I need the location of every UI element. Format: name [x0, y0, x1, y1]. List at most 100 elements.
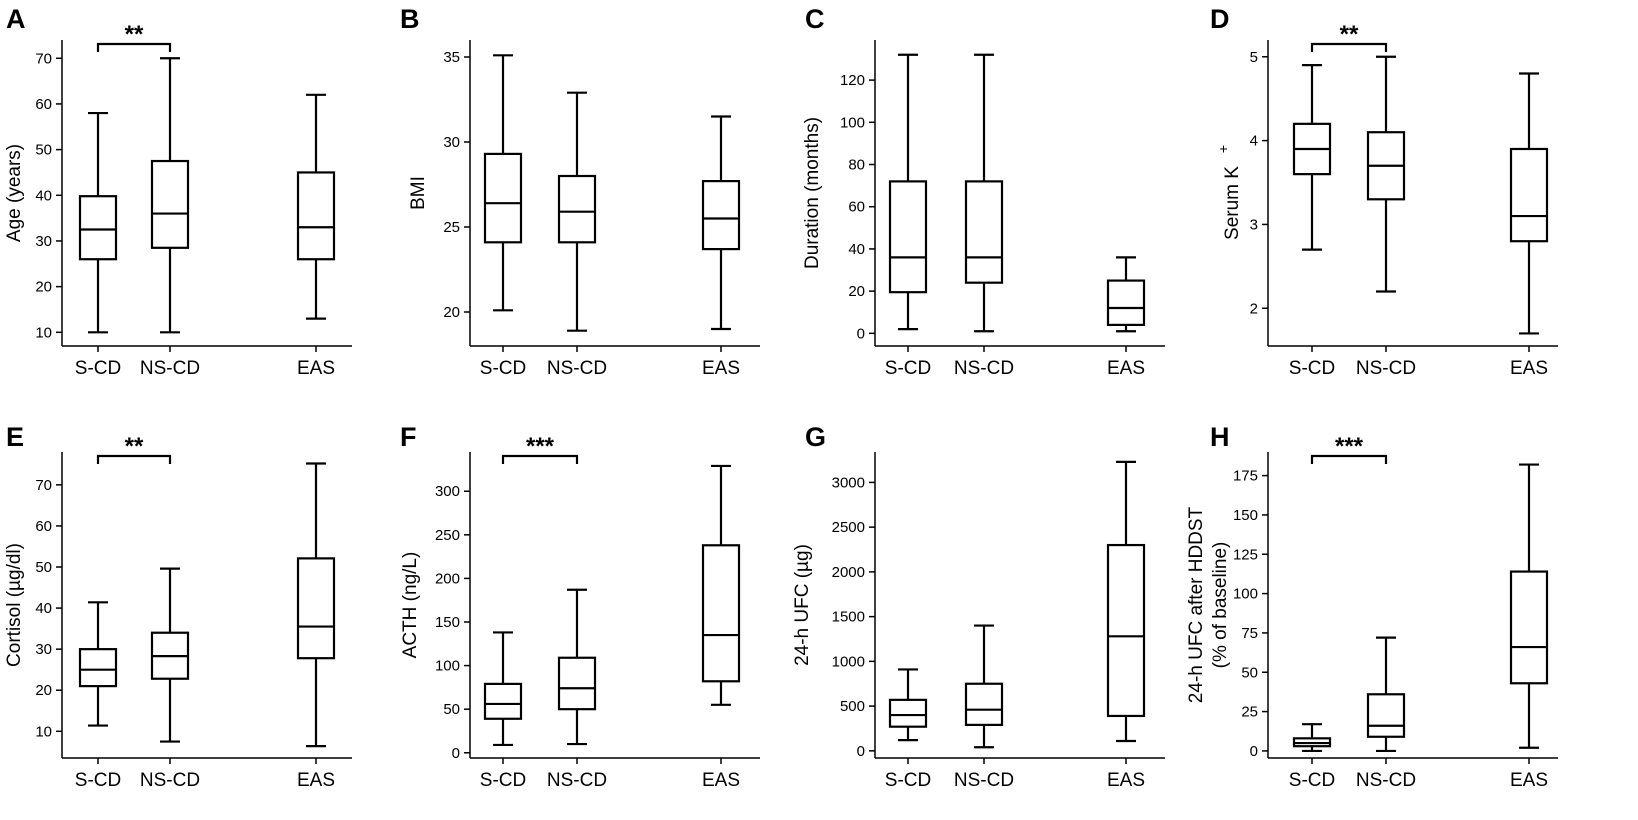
y-axis-title: Serum K: [1222, 166, 1243, 240]
category-label: NS-CD: [547, 358, 607, 379]
significance-label: **: [1340, 21, 1359, 48]
box-eas: [1509, 463, 1549, 749]
y-tick-label: 30: [35, 233, 52, 250]
box-iqr: [701, 180, 741, 251]
category-label: NS-CD: [1356, 358, 1416, 379]
y-tick-label: 20: [35, 279, 52, 296]
y-tick-label: 60: [848, 199, 865, 216]
category-label: S-CD: [885, 770, 931, 791]
box-iqr: [78, 648, 118, 688]
category-label: NS-CD: [954, 358, 1014, 379]
panel-b: B 20 25 30 35 S-CD NS-CD EAS BMI: [400, 4, 760, 379]
box-iqr: [1106, 543, 1146, 718]
y-axis-title: Age (years): [4, 144, 25, 242]
y-tick-label: 175: [1233, 468, 1258, 485]
box-ns-cd: [964, 624, 1004, 749]
significance-label: ***: [526, 433, 555, 460]
y-tick-label: 100: [840, 114, 865, 131]
box-eas: [1106, 256, 1146, 333]
y-tick-label: 1000: [832, 653, 865, 670]
y-tick-label: 70: [35, 50, 52, 67]
y-tick-label: 35: [443, 49, 460, 66]
category-label: S-CD: [75, 770, 121, 791]
category-label: NS-CD: [140, 358, 200, 379]
box-eas: [1509, 72, 1549, 335]
y-tick-label: 0: [857, 743, 865, 760]
box-iqr: [701, 544, 741, 683]
y-tick-label: 50: [443, 701, 460, 718]
panel-d: D 2 3 4 5 S-CD NS-CD EAS Serum K + **: [1210, 4, 1558, 379]
box-iqr: [1509, 570, 1549, 685]
y-tick-label: 5: [1250, 49, 1258, 66]
category-label: S-CD: [75, 358, 121, 379]
y-tick-label: 3: [1250, 216, 1258, 233]
y-tick-label: 25: [443, 219, 460, 236]
y-tick-label: 60: [35, 96, 52, 113]
category-label: EAS: [702, 358, 740, 379]
y-tick-label: 50: [35, 142, 52, 159]
y-tick-label: 50: [35, 559, 52, 576]
category-label: S-CD: [885, 358, 931, 379]
category-label: NS-CD: [140, 770, 200, 791]
box-eas: [296, 462, 336, 748]
box-iqr: [1366, 693, 1406, 738]
box-iqr: [483, 682, 523, 720]
box-s-cd: [78, 601, 118, 727]
y-tick-label: 30: [35, 641, 52, 658]
box-s-cd: [1292, 64, 1332, 251]
panel-letter: E: [6, 422, 24, 452]
panel-c: C 0 20 40 60 80 100 120 S-CD NS-CD EAS Duration (mo…: [802, 4, 1165, 379]
y-tick-label: 10: [35, 324, 52, 341]
y-tick-label: 200: [435, 570, 460, 587]
panel-a: A 10 20 30 40 50 60 70 S-CD NS-CD EAS Age (years) **: [4, 4, 352, 379]
box-ns-cd: [1366, 55, 1406, 293]
category-label: NS-CD: [547, 770, 607, 791]
significance-label: **: [125, 21, 144, 48]
y-tick-label: 4: [1250, 133, 1258, 150]
box-iqr: [483, 152, 523, 244]
significance-bracket: [501, 454, 579, 464]
y-tick-label: 100: [1233, 586, 1258, 603]
y-tick-label: 10: [35, 723, 52, 740]
significance-bracket: [1310, 42, 1388, 52]
y-tick-label: 2000: [832, 564, 865, 581]
y-tick-label: 120: [840, 72, 865, 89]
box-s-cd: [483, 54, 523, 312]
y-tick-label: 500: [840, 698, 865, 715]
box-ns-cd: [150, 567, 190, 743]
box-ns-cd: [557, 588, 597, 746]
box-iqr: [964, 682, 1004, 726]
box-s-cd: [1292, 723, 1332, 753]
y-tick-label: 75: [1241, 625, 1258, 642]
box-iqr: [296, 171, 336, 261]
y-tick-label: 80: [848, 157, 865, 174]
panel-letter: B: [400, 4, 420, 34]
category-label: S-CD: [1289, 358, 1335, 379]
panel-letter: C: [805, 4, 825, 34]
y-tick-label: 25: [1241, 704, 1258, 721]
box-iqr: [888, 180, 928, 294]
box-iqr: [296, 557, 336, 660]
category-label: S-CD: [480, 358, 526, 379]
y-axis-title: Cortisol (µg/dl): [4, 543, 25, 667]
box-s-cd: [483, 631, 523, 747]
y-tick-label: 250: [435, 527, 460, 544]
panel-g: G 0 500 1000 1500 2000 2500 3000 S-CD NS-CD EAS 24-…: [792, 422, 1165, 791]
y-tick-label: 20: [35, 682, 52, 699]
category-label: EAS: [702, 770, 740, 791]
significance-label: **: [125, 433, 144, 460]
y-tick-label: 30: [443, 134, 460, 151]
category-label: EAS: [1107, 770, 1145, 791]
significance-bracket: [1310, 454, 1388, 464]
panel-letter: A: [6, 4, 26, 34]
box-eas: [1106, 460, 1146, 743]
panel-letter: F: [400, 422, 417, 452]
category-label: EAS: [297, 770, 335, 791]
panel-e: E 10 20 30 40 50 60 70 S-CD NS-CD EAS Cortisol (µg/…: [4, 422, 352, 791]
y-tick-label: 2500: [832, 519, 865, 536]
box-ns-cd: [150, 57, 190, 334]
category-label: NS-CD: [954, 770, 1014, 791]
category-label: NS-CD: [1356, 770, 1416, 791]
y-tick-label: 50: [1241, 664, 1258, 681]
